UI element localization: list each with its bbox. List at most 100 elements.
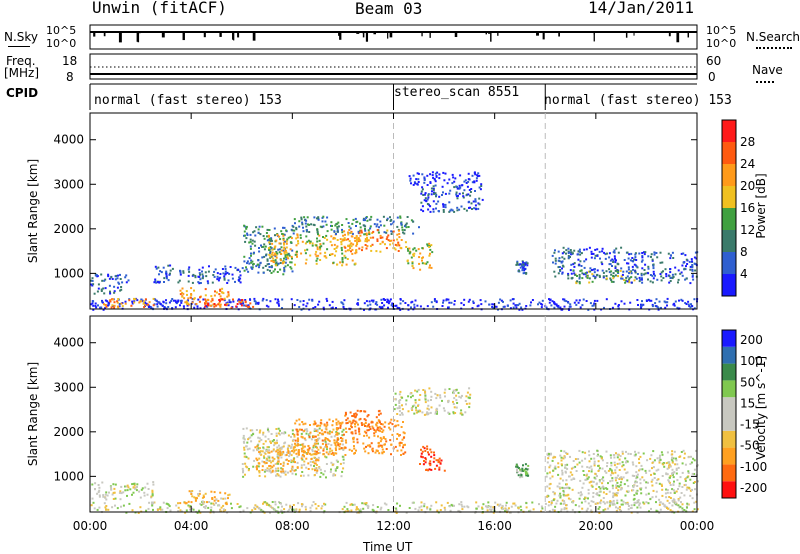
echo-cell xyxy=(258,264,261,267)
echo-cell xyxy=(344,250,347,253)
echo-cell xyxy=(614,476,617,479)
echo-cell xyxy=(672,489,675,492)
echo-cell xyxy=(238,506,241,509)
echo-cell xyxy=(423,413,426,416)
echo-cell xyxy=(516,470,518,473)
echo-cell xyxy=(500,506,503,509)
echo-cell xyxy=(108,491,110,494)
echo-cell xyxy=(669,257,672,260)
echo-cell xyxy=(132,486,135,489)
echo-cell xyxy=(191,507,194,510)
echo-cell xyxy=(500,299,503,302)
echo-cell xyxy=(438,177,441,180)
echo-cell xyxy=(632,498,635,501)
echo-cell xyxy=(572,460,575,462)
echo-cell xyxy=(396,437,398,440)
echo-cell xyxy=(204,294,207,297)
echo-cell xyxy=(282,233,285,236)
echo-cell xyxy=(336,226,339,229)
echo-cell xyxy=(666,491,669,494)
echo-cell xyxy=(571,473,574,476)
echo-cell xyxy=(426,243,429,246)
echo-cell xyxy=(336,437,339,440)
echo-cell xyxy=(333,439,336,442)
echo-cell xyxy=(404,225,406,228)
echo-cell xyxy=(695,449,697,452)
echo-cell xyxy=(268,455,271,458)
echo-cell xyxy=(479,188,482,191)
echo-cell xyxy=(599,502,602,505)
echo-cell xyxy=(140,488,143,491)
echo-cell xyxy=(288,444,291,447)
echo-cell xyxy=(341,421,344,424)
echo-cell xyxy=(429,181,432,184)
echo-cell xyxy=(596,299,599,302)
echo-cell xyxy=(650,454,653,457)
echo-cell xyxy=(255,457,258,460)
echo-cell xyxy=(363,423,366,426)
echo-cell xyxy=(409,179,412,182)
echo-cell xyxy=(571,252,574,255)
echo-cell xyxy=(263,511,266,514)
echo-cell xyxy=(428,408,430,411)
echo-cell xyxy=(258,451,261,453)
echo-cell xyxy=(273,227,276,230)
echo-cell xyxy=(315,464,318,466)
echo-cell xyxy=(670,458,673,461)
echo-cell xyxy=(300,466,303,469)
echo-cell xyxy=(666,301,669,304)
echo-cell xyxy=(459,396,462,399)
echo-cell xyxy=(277,474,280,477)
echo-cell xyxy=(249,298,252,301)
echo-cell xyxy=(377,444,380,447)
echo-cell xyxy=(144,301,147,304)
velocity-colorbar-tick: 50 xyxy=(740,375,755,389)
echo-cell xyxy=(113,304,116,307)
echo-cell xyxy=(467,506,470,509)
echo-cell xyxy=(315,450,318,453)
echo-cell xyxy=(611,479,614,482)
echo-cell xyxy=(262,433,265,436)
echo-cell xyxy=(243,224,246,227)
echo-cell xyxy=(218,299,221,301)
echo-cell xyxy=(340,246,343,249)
echo-cell xyxy=(447,401,450,404)
echo-cell xyxy=(341,430,344,433)
echo-cell xyxy=(274,298,277,301)
velocity-ylabel: Slant Range [km] xyxy=(26,361,40,467)
echo-cell xyxy=(641,259,644,262)
echo-cell xyxy=(412,183,415,186)
echo-cell xyxy=(284,249,287,252)
echo-cell xyxy=(140,298,143,301)
echo-cell xyxy=(526,468,529,471)
echo-cell xyxy=(382,429,385,432)
echo-cell xyxy=(345,422,348,425)
echo-cell xyxy=(358,428,360,431)
echo-cell xyxy=(290,255,293,258)
noise-right-tick-top: 10^5 xyxy=(706,24,737,37)
echo-cell xyxy=(187,504,190,507)
echo-cell xyxy=(554,262,557,265)
echo-cell xyxy=(461,505,464,508)
echo-cell xyxy=(398,410,401,413)
echo-cell xyxy=(659,261,662,264)
echo-cell xyxy=(172,299,175,302)
echo-cell xyxy=(586,477,589,480)
echo-cell xyxy=(268,470,271,473)
echo-cell xyxy=(640,274,643,277)
echo-cell xyxy=(432,200,435,203)
echo-cell xyxy=(272,257,275,260)
echo-cell xyxy=(587,492,590,495)
echo-cell xyxy=(658,498,661,501)
echo-cell xyxy=(669,491,672,494)
echo-cell xyxy=(336,229,339,232)
echo-cell xyxy=(306,240,309,243)
echo-cell xyxy=(415,409,418,412)
echo-cell xyxy=(282,226,284,229)
echo-cell xyxy=(410,219,413,222)
echo-cell xyxy=(633,263,636,266)
x-axis-label: Time UT xyxy=(363,540,413,554)
power-colorbar-cell xyxy=(722,164,736,186)
echo-cell xyxy=(201,273,204,276)
echo-cell xyxy=(585,478,588,481)
